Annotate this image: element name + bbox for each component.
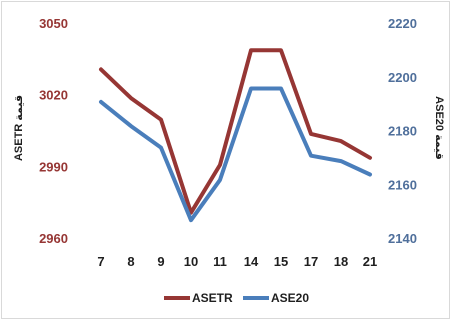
left-tick-label: 2960 [39,231,68,246]
series-line-asetr [99,48,372,215]
right-axis-title: ASE20 قيمة [433,96,445,160]
x-tick-label: 11 [213,254,227,269]
legend: ASETR ASE20 [164,291,309,305]
left-axis-title: ASETR قيمة [13,95,25,161]
legend-label-asetr: ASETR [192,291,233,305]
series-lines [99,48,372,223]
x-tick-label: 18 [334,254,348,269]
x-tick-label: 15 [274,254,288,269]
left-tick-label: 3050 [39,16,68,31]
x-axis-ticks: 7 8 9 10 11 14 15 17 18 21 [97,254,377,269]
x-tick-label: 7 [97,254,104,269]
legend-label-ase20: ASE20 [271,291,309,305]
right-tick-label: 2180 [388,124,417,139]
x-tick-label: 21 [363,254,377,269]
x-tick-label: 14 [244,254,259,269]
series-line-ase20 [99,86,372,223]
x-tick-label: 17 [304,254,318,269]
right-tick-label: 2140 [388,231,417,246]
left-tick-label: 3020 [39,88,68,103]
right-tick-label: 2160 [388,177,417,192]
x-tick-label: 8 [127,254,134,269]
x-tick-label: 10 [184,254,198,269]
left-axis-ticks: 2960 2990 3020 3050 [39,16,68,246]
right-axis-ticks: 2140 2160 2180 2200 2220 [388,16,417,246]
x-tick-label: 9 [157,254,164,269]
right-tick-label: 2200 [388,70,417,85]
left-tick-label: 2990 [39,159,68,174]
right-tick-label: 2220 [388,16,417,31]
